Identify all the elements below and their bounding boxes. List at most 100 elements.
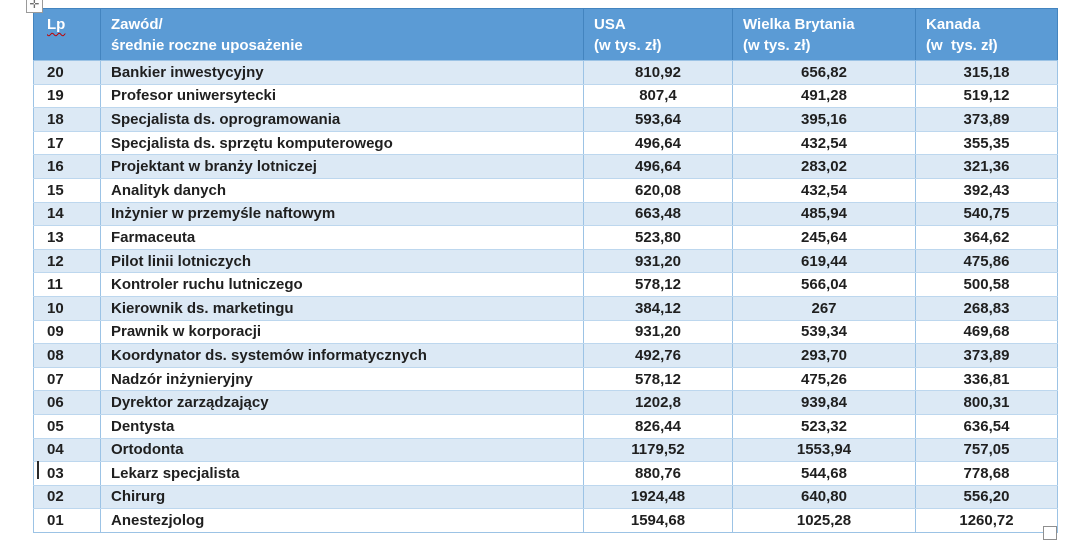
cell-kanada[interactable]: 336,81 [915, 366, 1058, 392]
cell-wielka-brytania[interactable]: 267 [732, 295, 916, 321]
cell-usa[interactable]: 496,64 [583, 130, 733, 156]
cell-wielka-brytania[interactable]: 523,32 [732, 413, 916, 439]
cell-usa[interactable]: 931,20 [583, 248, 733, 274]
cell-usa[interactable]: 1924,48 [583, 484, 733, 510]
cell-kanada[interactable]: 800,31 [915, 390, 1058, 415]
cell-usa[interactable]: 1594,68 [583, 508, 733, 533]
cell-usa[interactable]: 663,48 [583, 201, 733, 227]
cell-wielka-brytania[interactable]: 485,94 [732, 201, 916, 227]
cell-usa[interactable]: 931,20 [583, 319, 733, 345]
cell-usa[interactable]: 384,12 [583, 295, 733, 321]
cell-zawod[interactable]: Dyrektor zarządzający [100, 390, 584, 415]
cell-lp[interactable]: 17 [33, 130, 101, 156]
cell-lp[interactable]: 12 [33, 248, 101, 274]
cell-zawod[interactable]: Analityk danych [100, 177, 584, 203]
cell-kanada[interactable]: 373,89 [915, 107, 1058, 132]
cell-zawod[interactable]: Inżynier w przemyśle naftowym [100, 201, 584, 227]
cell-wielka-brytania[interactable]: 245,64 [732, 225, 916, 250]
cell-zawod[interactable]: Kierownik ds. marketingu [100, 295, 584, 321]
cell-wielka-brytania[interactable]: 539,34 [732, 319, 916, 345]
cell-kanada[interactable]: 540,75 [915, 201, 1058, 227]
cell-zawod[interactable]: Koordynator ds. systemów informatycznych [100, 343, 584, 368]
cell-zawod[interactable]: Kontroler ruchu lutniczego [100, 272, 584, 297]
cell-kanada[interactable]: 321,36 [915, 154, 1058, 179]
table-resize-handle[interactable] [1043, 526, 1057, 540]
cell-kanada[interactable]: 757,05 [915, 437, 1058, 463]
cell-wielka-brytania[interactable]: 656,82 [732, 60, 916, 85]
cell-lp[interactable]: 06 [33, 390, 101, 415]
cell-lp[interactable]: 16 [33, 154, 101, 179]
cell-zawod[interactable]: Dentysta [100, 413, 584, 439]
cell-wielka-brytania[interactable]: 1025,28 [732, 508, 916, 533]
cell-zawod[interactable]: Prawnik w korporacji [100, 319, 584, 345]
cell-lp[interactable]: 07 [33, 366, 101, 392]
cell-zawod[interactable]: Anestezjolog [100, 508, 584, 533]
cell-usa[interactable]: 578,12 [583, 272, 733, 297]
cell-lp[interactable]: 19 [33, 83, 101, 109]
cell-wielka-brytania[interactable]: 293,70 [732, 343, 916, 368]
cell-kanada[interactable]: 392,43 [915, 177, 1058, 203]
cell-kanada[interactable]: 636,54 [915, 413, 1058, 439]
cell-kanada[interactable]: 1260,72 [915, 508, 1058, 533]
cell-usa[interactable]: 496,64 [583, 154, 733, 179]
cell-kanada[interactable]: 475,86 [915, 248, 1058, 274]
cell-kanada[interactable]: 556,20 [915, 484, 1058, 510]
cell-lp[interactable]: 02 [33, 484, 101, 510]
cell-wielka-brytania[interactable]: 1553,94 [732, 437, 916, 463]
cell-lp[interactable]: 13 [33, 225, 101, 250]
cell-kanada[interactable]: 469,68 [915, 319, 1058, 345]
cell-zawod[interactable]: Specjalista ds. oprogramowania [100, 107, 584, 132]
cell-wielka-brytania[interactable]: 619,44 [732, 248, 916, 274]
cell-lp[interactable]: 05 [33, 413, 101, 439]
cell-kanada[interactable]: 315,18 [915, 60, 1058, 85]
header-cell-wielka-brytania[interactable]: Wielka Brytania (w tys. zł) [732, 8, 916, 61]
cell-zawod[interactable]: Specjalista ds. sprzętu komputerowego [100, 130, 584, 156]
cell-zawod[interactable]: Projektant w branży lotniczej [100, 154, 584, 179]
cell-usa[interactable]: 620,08 [583, 177, 733, 203]
cell-kanada[interactable]: 373,89 [915, 343, 1058, 368]
cell-kanada[interactable]: 268,83 [915, 295, 1058, 321]
cell-wielka-brytania[interactable]: 939,84 [732, 390, 916, 415]
cell-lp[interactable]: 11 [33, 272, 101, 297]
header-cell-lp[interactable]: Lp [33, 8, 101, 61]
table-move-handle-icon[interactable]: ✛ [26, 0, 43, 13]
cell-zawod[interactable]: Pilot linii lotniczych [100, 248, 584, 274]
cell-usa[interactable]: 807,4 [583, 83, 733, 109]
header-cell-kanada[interactable]: Kanada (w tys. zł) [915, 8, 1058, 61]
cell-wielka-brytania[interactable]: 544,68 [732, 461, 916, 486]
cell-lp[interactable]: 08 [33, 343, 101, 368]
cell-wielka-brytania[interactable]: 566,04 [732, 272, 916, 297]
cell-usa[interactable]: 1202,8 [583, 390, 733, 415]
cell-lp[interactable]: 01 [33, 508, 101, 533]
cell-lp[interactable]: 20 [33, 60, 101, 85]
cell-zawod[interactable]: Profesor uniwersytecki [100, 83, 584, 109]
cell-usa[interactable]: 578,12 [583, 366, 733, 392]
cell-usa[interactable]: 1179,52 [583, 437, 733, 463]
cell-kanada[interactable]: 364,62 [915, 225, 1058, 250]
cell-wielka-brytania[interactable]: 640,80 [732, 484, 916, 510]
cell-wielka-brytania[interactable]: 491,28 [732, 83, 916, 109]
cell-zawod[interactable]: Ortodonta [100, 437, 584, 463]
cell-lp[interactable]: 10 [33, 295, 101, 321]
cell-wielka-brytania[interactable]: 432,54 [732, 177, 916, 203]
cell-usa[interactable]: 593,64 [583, 107, 733, 132]
cell-usa[interactable]: 810,92 [583, 60, 733, 85]
cell-zawod[interactable]: Bankier inwestycyjny [100, 60, 584, 85]
cell-usa[interactable]: 523,80 [583, 225, 733, 250]
cell-zawod[interactable]: Farmaceuta [100, 225, 584, 250]
cell-usa[interactable]: 826,44 [583, 413, 733, 439]
cell-zawod[interactable]: Lekarz specjalista [100, 461, 584, 486]
cell-kanada[interactable]: 778,68 [915, 461, 1058, 486]
cell-zawod[interactable]: Nadzór inżynieryjny [100, 366, 584, 392]
cell-wielka-brytania[interactable]: 475,26 [732, 366, 916, 392]
cell-lp[interactable]: 03 [33, 461, 101, 486]
cell-kanada[interactable]: 500,58 [915, 272, 1058, 297]
cell-lp[interactable]: 14 [33, 201, 101, 227]
cell-lp[interactable]: 04 [33, 437, 101, 463]
cell-kanada[interactable]: 355,35 [915, 130, 1058, 156]
cell-lp[interactable]: 15 [33, 177, 101, 203]
cell-usa[interactable]: 492,76 [583, 343, 733, 368]
cell-zawod[interactable]: Chirurg [100, 484, 584, 510]
cell-wielka-brytania[interactable]: 283,02 [732, 154, 916, 179]
header-cell-usa[interactable]: USA (w tys. zł) [583, 8, 733, 61]
